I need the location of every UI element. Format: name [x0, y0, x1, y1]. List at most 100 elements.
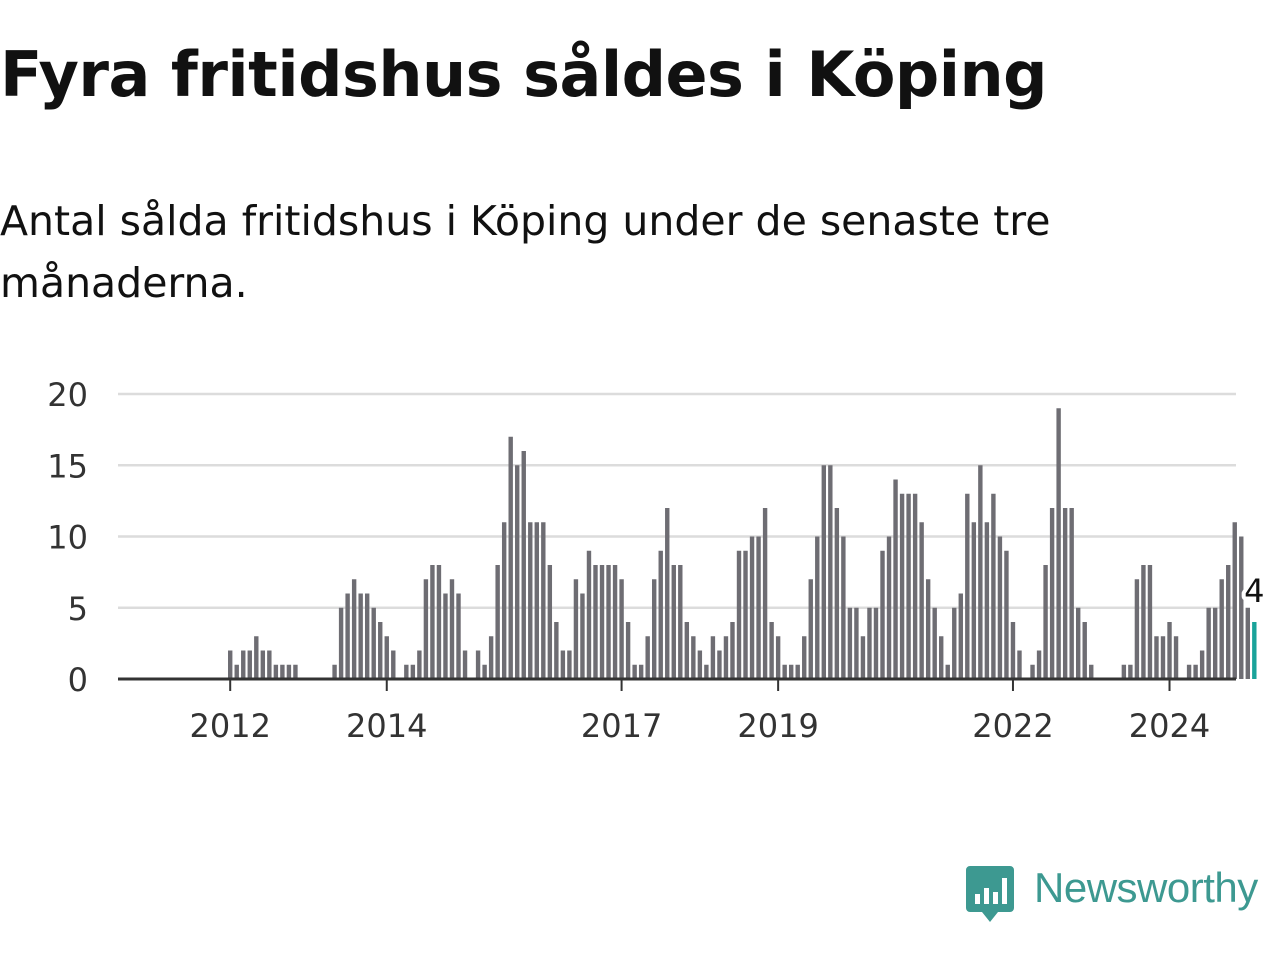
bar [1160, 636, 1166, 679]
y-tick-label: 15 [47, 447, 88, 485]
y-tick-label: 20 [47, 376, 88, 414]
bar [802, 636, 807, 679]
bar [788, 664, 794, 679]
bar [984, 522, 990, 679]
bar-chart: 0 5 10 15 20 2012 2014 2017 2019 2022 2024 44 [47, 376, 1268, 745]
bar [932, 607, 937, 679]
x-tick-label: 2019 [737, 707, 818, 745]
bar [1212, 607, 1218, 679]
brand-name: Newsworthy [1034, 864, 1258, 911]
bar [860, 636, 866, 679]
bar [1030, 664, 1035, 679]
bar [410, 664, 416, 679]
last-value-label: 4 [1244, 572, 1264, 610]
bar [371, 607, 376, 679]
bar [391, 650, 396, 679]
bar [515, 465, 520, 679]
bar [508, 436, 513, 679]
bar [332, 664, 337, 679]
bar [488, 636, 494, 679]
last-value-label-halo: 4 [1244, 572, 1264, 610]
bar [978, 465, 983, 679]
bar [1004, 550, 1009, 679]
bar [1082, 622, 1087, 679]
bar [828, 465, 833, 679]
bar [841, 536, 846, 679]
bar [965, 493, 970, 679]
bar [1056, 408, 1061, 679]
bar [710, 636, 716, 679]
bar [280, 664, 285, 679]
bar [899, 493, 905, 679]
bar [593, 565, 598, 679]
bar [736, 550, 742, 679]
bar [815, 536, 820, 679]
y-tick-label: 10 [47, 519, 88, 557]
bar [795, 664, 800, 679]
bar [1239, 536, 1244, 679]
bar [873, 607, 879, 679]
bar [638, 664, 644, 679]
bar [560, 650, 566, 679]
bar [652, 579, 657, 679]
bar [293, 664, 298, 679]
bar [893, 479, 898, 679]
bar [358, 593, 363, 679]
bar [541, 522, 546, 679]
bar [462, 650, 468, 679]
bar [430, 565, 435, 679]
bar [906, 493, 911, 679]
bar [847, 607, 853, 679]
chart-title: Fyra fritidshus såldes i Köping [0, 38, 1048, 111]
bar [1141, 565, 1146, 679]
bar [762, 508, 768, 679]
bar [1089, 664, 1094, 679]
bar [1173, 636, 1179, 679]
bar [1075, 607, 1081, 679]
bar [704, 664, 709, 679]
bar [456, 593, 461, 679]
bar [782, 664, 787, 679]
bar [1245, 607, 1250, 679]
bar [586, 550, 592, 679]
bar [1193, 664, 1198, 679]
bar [501, 522, 507, 679]
bar [1186, 664, 1192, 679]
bar [241, 650, 246, 679]
bar [384, 636, 389, 679]
bar [338, 607, 344, 679]
bar [821, 465, 826, 679]
bar [775, 636, 781, 679]
bar [436, 565, 442, 679]
bar [730, 622, 735, 679]
bar [971, 522, 977, 679]
bar [1069, 508, 1074, 679]
bar-latest [1252, 622, 1257, 679]
bar [547, 565, 553, 679]
bar [606, 565, 611, 679]
bar [939, 636, 944, 679]
bar [958, 593, 963, 679]
bar [599, 565, 605, 679]
bar [867, 607, 872, 679]
bar [449, 579, 455, 679]
gridlines [118, 392, 1236, 609]
bar [495, 565, 500, 679]
bar [743, 550, 748, 679]
bar [678, 565, 683, 679]
bar [260, 650, 266, 679]
bar [417, 650, 422, 679]
bar [234, 664, 239, 679]
bar [756, 536, 761, 679]
bar [1049, 508, 1055, 679]
bar [567, 650, 572, 679]
bar [1147, 565, 1153, 679]
y-tick-label: 0 [68, 661, 88, 699]
bar [886, 536, 892, 679]
bar [1062, 508, 1068, 679]
bar [267, 650, 272, 679]
newsworthy-logo-icon [966, 866, 1014, 922]
bar [684, 622, 690, 679]
bar [671, 565, 676, 679]
bar [945, 664, 950, 679]
